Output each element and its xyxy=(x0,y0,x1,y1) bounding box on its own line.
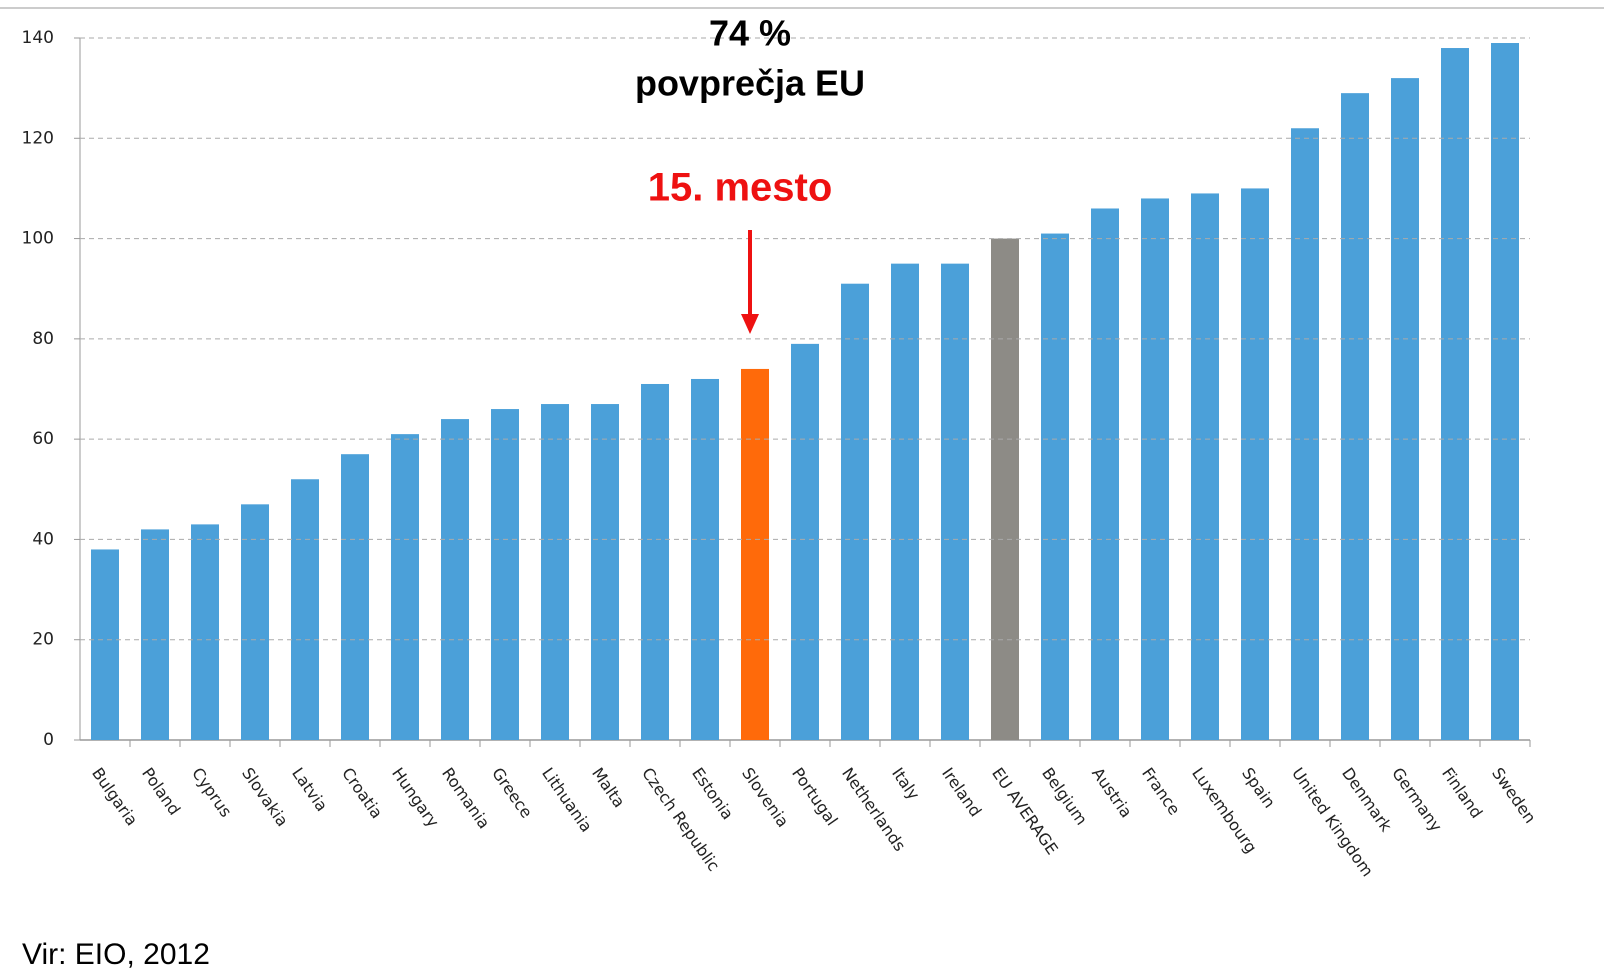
x-tick-label: Greece xyxy=(488,764,536,822)
bar xyxy=(291,479,319,740)
bar xyxy=(541,404,569,740)
bar xyxy=(741,368,769,740)
x-tick-label: France xyxy=(1138,764,1184,818)
bar xyxy=(841,283,869,740)
bar xyxy=(591,404,619,740)
x-tick-label: Malta xyxy=(588,764,629,811)
bar xyxy=(1491,43,1519,741)
bar xyxy=(1041,233,1069,741)
y-tick-label: 100 xyxy=(22,229,54,249)
arrow-head xyxy=(741,314,759,334)
y-tick-label: 80 xyxy=(32,329,54,349)
x-tick-label: Portugal xyxy=(788,764,842,829)
bar xyxy=(891,263,919,740)
bar xyxy=(1241,188,1269,740)
bar xyxy=(1141,198,1169,740)
bar xyxy=(1391,78,1419,741)
bar xyxy=(991,238,1019,741)
bar xyxy=(641,383,669,740)
x-tick-label: Slovakia xyxy=(238,764,292,830)
bar xyxy=(391,434,419,740)
x-tick-label: Sweden xyxy=(1488,764,1540,827)
bar xyxy=(791,343,819,740)
x-tick-label: Bulgaria xyxy=(88,764,142,829)
annotation: povprečja EU xyxy=(635,63,865,104)
annotation: 15. mesto xyxy=(648,166,833,210)
bar xyxy=(941,263,969,740)
y-tick-label: 40 xyxy=(32,529,54,549)
annotation: 74 % xyxy=(709,13,791,54)
bar xyxy=(241,504,269,740)
bar xyxy=(691,378,719,740)
y-tick-label: 60 xyxy=(32,429,54,449)
x-tick-label: Latvia xyxy=(288,764,332,815)
x-tick-label: Finland xyxy=(1438,764,1486,822)
bar xyxy=(91,549,119,740)
bar xyxy=(1191,193,1219,740)
x-tick-label: Croatia xyxy=(338,764,387,822)
bar xyxy=(191,524,219,740)
x-tick-label: Italy xyxy=(888,764,923,803)
y-tick-label: 20 xyxy=(32,630,54,650)
bar xyxy=(491,409,519,740)
bar xyxy=(141,529,169,740)
x-tick-label: Hungary xyxy=(388,764,443,831)
x-tick-label: Austria xyxy=(1088,764,1136,821)
x-tick-label: Poland xyxy=(138,764,184,819)
x-tick-label: Cyprus xyxy=(188,764,236,821)
x-tick-label: Slovenia xyxy=(738,764,793,831)
bar xyxy=(1291,128,1319,740)
y-tick-label: 120 xyxy=(22,128,54,148)
x-tick-label: Estonia xyxy=(688,764,737,823)
x-tick-label: Romania xyxy=(438,764,494,832)
bar xyxy=(1441,48,1469,741)
x-tick-label: Germany xyxy=(1388,764,1446,835)
bar xyxy=(441,419,469,740)
x-tick-label: Belgium xyxy=(1038,764,1091,829)
x-tick-label: Lithuania xyxy=(538,764,596,836)
bar xyxy=(341,454,369,740)
bar xyxy=(1091,208,1119,740)
y-tick-label: 0 xyxy=(43,730,54,750)
y-tick-label: 140 xyxy=(22,28,54,48)
bar xyxy=(1341,93,1369,740)
source: Vir: EIO, 2012 xyxy=(22,938,210,969)
x-tick-label: Ireland xyxy=(938,764,985,820)
x-tick-label: Spain xyxy=(1238,764,1279,812)
